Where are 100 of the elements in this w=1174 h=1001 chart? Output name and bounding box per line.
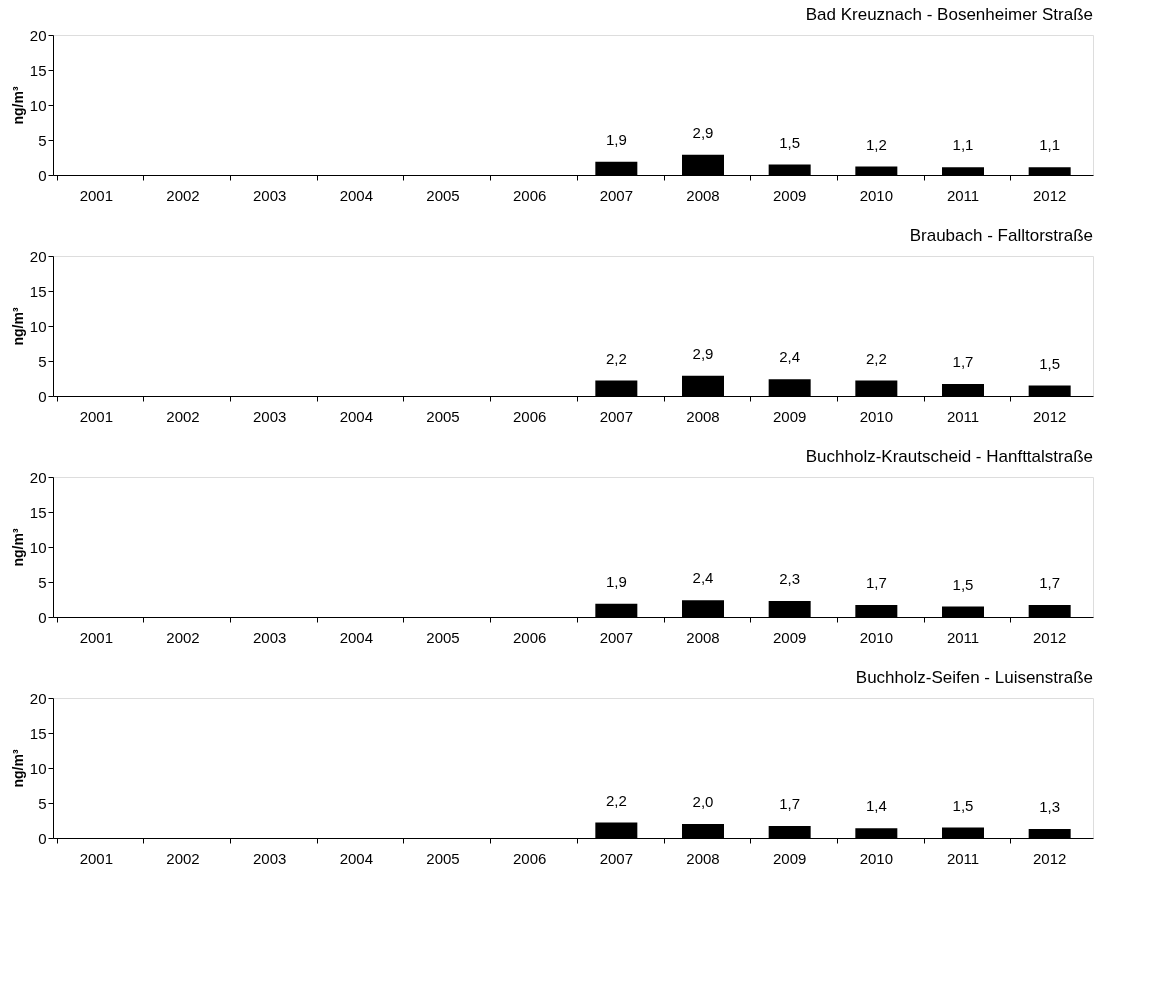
y-tick-label: 10 (29, 96, 47, 114)
x-tick-label: 2007 (599, 628, 634, 646)
data-label: 1,5 (1039, 354, 1061, 372)
y-tick-label: 15 (29, 503, 47, 521)
x-tick-label: 2011 (946, 628, 980, 646)
x-tick-label: 2012 (1032, 407, 1067, 425)
data-label: 2,9 (692, 123, 714, 141)
data-label: 1,1 (952, 136, 974, 154)
data-label: 1,5 (779, 133, 801, 151)
y-tick-label: 5 (38, 352, 47, 370)
x-tick-label: 2006 (512, 407, 547, 425)
data-label: 1,5 (952, 796, 974, 814)
y-tick-label: 15 (29, 61, 47, 79)
data-label: 1,9 (605, 130, 627, 148)
y-tick-label: 10 (29, 317, 47, 335)
x-tick-label: 2012 (1032, 628, 1067, 646)
data-label: 1,7 (779, 795, 801, 813)
x-tick-label: 2007 (599, 407, 634, 425)
y-tick-label: 10 (29, 759, 47, 777)
x-tick-label: 2001 (79, 628, 114, 646)
x-tick-label: 2002 (166, 186, 200, 204)
data-label: 2,4 (692, 569, 714, 587)
chart-title: Buchholz-Krautscheid - Hanfttalstraße (805, 447, 1093, 466)
data-label: 1,3 (1039, 797, 1061, 815)
y-tick-label: 20 (29, 247, 47, 265)
data-label: 2,2 (605, 791, 627, 809)
y-tick-label: 20 (29, 26, 47, 44)
data-label: 1,5 (952, 575, 974, 593)
data-label: 2,4 (779, 348, 801, 366)
x-tick-label: 2010 (859, 407, 894, 425)
x-tick-label: 2012 (1032, 849, 1067, 867)
y-axis-title: ng/m³ (9, 749, 26, 788)
data-label: 1,9 (605, 572, 627, 590)
x-tick-label: 2004 (339, 407, 374, 425)
x-tick-label: 2001 (79, 849, 114, 867)
x-tick-label: 2004 (339, 628, 374, 646)
data-label: 2,2 (865, 349, 887, 367)
y-tick-label: 15 (29, 282, 47, 300)
y-tick-label: 5 (38, 794, 47, 812)
x-tick-label: 2010 (859, 849, 894, 867)
x-tick-label: 2010 (859, 186, 894, 204)
x-tick-label: 2009 (772, 628, 807, 646)
data-label: 2,2 (605, 349, 627, 367)
x-tick-label: 2008 (686, 849, 720, 867)
x-tick-label: 2002 (166, 407, 200, 425)
data-label: 1,2 (865, 135, 887, 153)
x-tick-label: 2001 (79, 407, 114, 425)
chart-title: Braubach - Falltorstraße (909, 226, 1093, 245)
x-tick-label: 2005 (426, 849, 460, 867)
x-tick-label: 2012 (1032, 186, 1067, 204)
x-tick-label: 2011 (946, 407, 980, 425)
y-tick-label: 20 (29, 468, 47, 486)
y-tick-label: 0 (38, 608, 47, 626)
x-tick-label: 2003 (252, 849, 287, 867)
x-tick-label: 2009 (772, 407, 807, 425)
x-tick-label: 2006 (512, 186, 547, 204)
x-tick-label: 2008 (686, 407, 720, 425)
x-tick-label: 2008 (686, 628, 720, 646)
x-tick-label: 2009 (772, 186, 807, 204)
x-tick-label: 2002 (166, 628, 200, 646)
x-tick-label: 2009 (772, 849, 807, 867)
x-tick-label: 2011 (946, 186, 980, 204)
y-axis-title: ng/m³ (9, 528, 26, 567)
y-tick-label: 0 (38, 829, 47, 847)
x-tick-label: 2004 (339, 849, 374, 867)
y-tick-label: 5 (38, 573, 47, 591)
data-label: 2,3 (779, 569, 801, 587)
x-tick-label: 2008 (686, 186, 720, 204)
x-tick-label: 2006 (512, 849, 547, 867)
x-tick-label: 2003 (252, 186, 287, 204)
chart-title: Bad Kreuznach - Bosenheimer Straße (805, 5, 1093, 24)
x-tick-label: 2003 (252, 407, 287, 425)
x-tick-label: 2011 (946, 849, 980, 867)
x-tick-label: 2005 (426, 628, 460, 646)
data-label: 2,0 (692, 793, 714, 810)
data-label: 1,1 (1039, 136, 1061, 154)
data-label: 1,7 (952, 353, 974, 371)
y-tick-label: 10 (29, 538, 47, 556)
x-tick-label: 2002 (166, 849, 200, 867)
chart-title: Buchholz-Seifen - Luisenstraße (855, 668, 1093, 687)
x-tick-label: 2007 (599, 186, 634, 204)
x-tick-label: 2006 (512, 628, 547, 646)
y-tick-label: 0 (38, 387, 47, 405)
x-tick-label: 2005 (426, 407, 460, 425)
y-tick-label: 15 (29, 724, 47, 742)
y-tick-label: 5 (38, 131, 47, 149)
y-tick-label: 20 (29, 689, 47, 707)
data-label: 1,7 (865, 574, 887, 592)
x-tick-label: 2007 (599, 849, 634, 867)
x-tick-label: 2004 (339, 186, 374, 204)
x-tick-label: 2005 (426, 186, 460, 204)
data-label: 1,4 (865, 797, 887, 815)
y-axis-title: ng/m³ (9, 86, 26, 125)
x-tick-label: 2010 (859, 628, 894, 646)
x-tick-label: 2003 (252, 628, 287, 646)
y-axis-title: ng/m³ (9, 307, 26, 346)
y-tick-label: 0 (38, 166, 47, 184)
data-label: 1,7 (1039, 574, 1061, 592)
x-tick-label: 2001 (79, 186, 114, 204)
data-label: 2,9 (692, 344, 714, 362)
